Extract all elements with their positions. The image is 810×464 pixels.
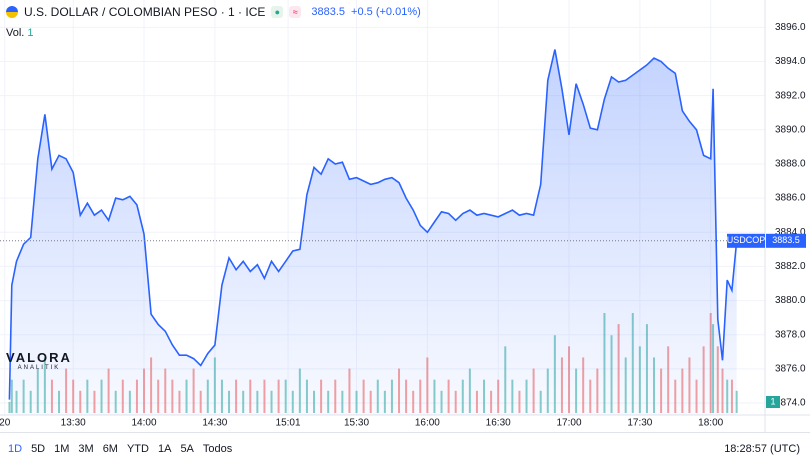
logo-name: VALORA [6,350,72,365]
x-tick-label: 17:30 [627,418,652,429]
price-line [8,49,738,400]
x-tick-label: 15:01 [276,418,301,429]
vol-value: 1 [27,27,34,39]
y-tick-label: 3882.0 [775,261,806,272]
x-tick-label: 14:30 [202,418,227,429]
y-tick-label: 3890.0 [775,124,806,135]
y-tick-label: 3884.0 [775,227,806,238]
symbol: U.S. DOLLAR / COLOMBIAN PESO · 1 · ICE [24,5,266,19]
symbol-tag [727,233,765,248]
ranges: 1D 5D 1M 3M 6M YTD 1A 5A Todos [8,443,232,455]
flag [6,6,18,18]
x-tick-label: 14:00 [132,418,157,429]
range-button[interactable]: Todos [202,442,233,455]
price: 3883.5 [311,6,346,18]
vol-label: Vol. [6,27,25,39]
volume-legend: Vol. 1 [6,27,34,39]
y-tick-label: 3878.0 [775,329,806,340]
y-tick-label: 3896.0 [775,22,806,33]
range-button[interactable]: 5A [180,442,194,455]
x-tick-label: 20 [0,418,11,429]
range-button[interactable]: 1D [8,442,23,455]
y-tick-label: 3888.0 [775,159,806,170]
logo-sub: ANALITIK [17,365,61,371]
range-button[interactable]: YTD [126,442,149,455]
range-button[interactable]: 1M [54,442,70,455]
x-tick-label: 15:30 [344,418,369,429]
chart: 3874.0 3876.0 3878.0 3880.0 3882.0 3884.0 3886… [0,0,810,432]
header: U.S. DOLLAR / COLOMBIAN PESO · 1 · ICE ●… [6,5,421,19]
x-tick-label: 17:00 [557,418,582,429]
price-tag [766,233,806,248]
y-tick-label: 3880.0 [775,295,806,306]
logo: VALORA ANALITIK [6,350,72,371]
volume-tag-label: 1 [770,396,775,406]
symbol-tag-label: USDCOP [727,235,766,245]
range-button[interactable]: 3M [78,442,94,455]
x-tick-label: 16:00 [415,418,440,429]
footer: 1D 5D 1M 3M 6M YTD 1A 5A Todos 18:28:57 (UTC) [0,432,810,464]
y-tick-label: 3874.0 [775,398,806,409]
status-badge: ● [271,6,284,18]
volume-tag [766,396,780,408]
y-tick-label: 3886.0 [775,193,806,204]
range-button[interactable]: 5D [31,442,46,455]
change: +0.5 (+0.01%) [351,6,421,18]
x-tick-label: 16:30 [486,418,511,429]
price-area [9,49,737,415]
y-tick-label: 3894.0 [775,56,806,67]
y-tick-label: 3892.0 [775,90,806,101]
y-tick-label: 3876.0 [775,364,806,375]
range-button[interactable]: 6M [102,442,118,455]
x-tick-label: 13:30 [61,418,86,429]
price-tag-label: 3883.5 [772,235,800,245]
x-tick-label: 18:00 [698,418,723,429]
delay-badge: ≈ [289,6,302,18]
range-button[interactable]: 1A [157,442,172,455]
clock: 18:28:57 (UTC) [724,442,800,455]
